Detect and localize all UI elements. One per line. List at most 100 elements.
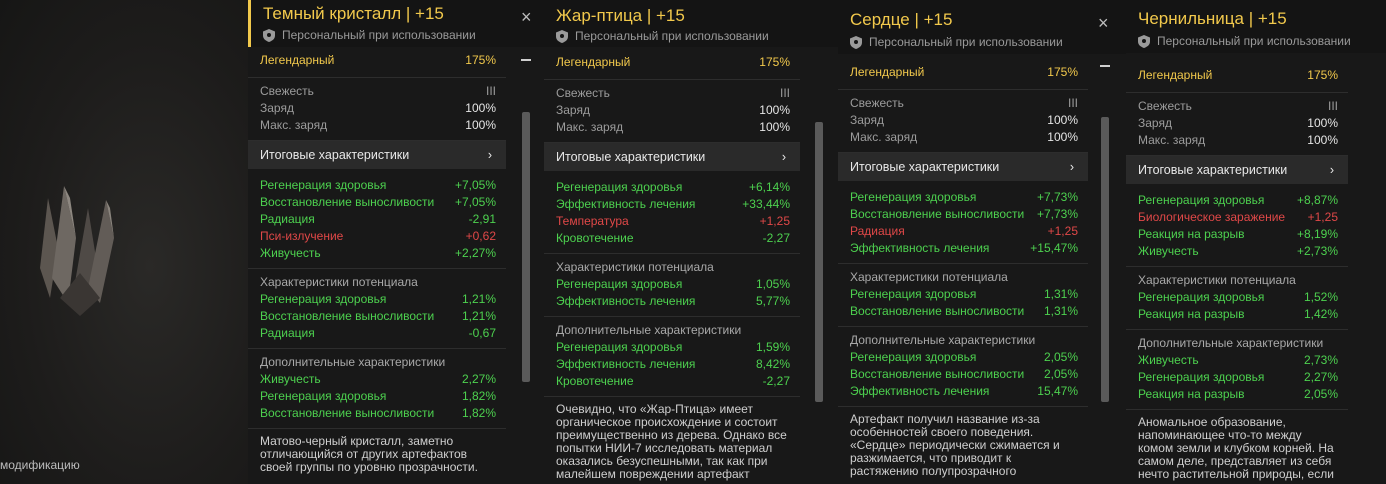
extra-stat-label: Регенерация здоровья	[260, 389, 387, 403]
collapse-dash-icon[interactable]	[1100, 65, 1110, 67]
extra-stats-section: Дополнительные характеристики Регенерация…	[838, 326, 1088, 406]
charge-label: Заряд	[556, 103, 590, 117]
final-stat-row: Регенерация здоровья +7,73%	[838, 189, 1088, 206]
extra-stat-value: 2,05%	[1043, 367, 1078, 381]
charge-value: 100%	[759, 103, 790, 117]
artifact-title: Темный кристалл | +15	[263, 4, 444, 23]
chevron-right-icon: ›	[781, 150, 786, 164]
max-charge-label: Макс. заряд	[1138, 133, 1206, 147]
freshness-row: Свежесть III	[544, 85, 800, 102]
final-stat-label: Регенерация здоровья	[850, 190, 977, 204]
final-stat-label: Регенерация здоровья	[1138, 193, 1265, 207]
final-stats-title: Итоговые характеристики	[1138, 163, 1288, 177]
final-stat-value: +6,14%	[748, 180, 790, 194]
scrollbar-thumb[interactable]	[1101, 117, 1109, 402]
scrollbar-thumb[interactable]	[815, 122, 823, 402]
chevron-right-icon: ›	[1329, 163, 1334, 177]
extra-stat-row: Кровотечение -2,27	[544, 373, 800, 390]
extra-stats-section: Дополнительные характеристики Живучесть 2,…	[1126, 329, 1348, 409]
final-stat-row: Восстановление выносливости +7,05%	[248, 194, 506, 211]
final-stats-section: Регенерация здоровья +7,05% Восстановление…	[248, 169, 506, 268]
extra-stats-section: Дополнительные характеристики Живучесть 2,…	[248, 348, 506, 428]
potential-stat-label: Эффективность лечения	[556, 294, 696, 308]
potential-stat-row: Эффективность лечения 5,77%	[544, 293, 800, 310]
final-stat-label: Регенерация здоровья	[556, 180, 683, 194]
rarity-value: 175%	[1307, 68, 1338, 82]
extra-stat-label: Восстановление выносливости	[850, 367, 1025, 381]
artifact-tooltip: Сердце | +15 × Персональный при использова…	[838, 0, 1126, 484]
final-stat-value: +7,05%	[454, 195, 496, 209]
item-preview-area: модификацию	[0, 0, 250, 484]
extra-stats-title: Дополнительные характеристики	[556, 323, 742, 337]
final-stats-section: Регенерация здоровья +6,14% Эффективность …	[544, 171, 800, 253]
charge-label: Заряд	[850, 113, 884, 127]
final-stat-value: -2,91	[468, 212, 496, 226]
max-charge-row: Макс. заряд 100%	[1126, 132, 1348, 149]
freshness-value: III	[1067, 96, 1078, 110]
final-stats-header[interactable]: Итоговые характеристики ›	[838, 152, 1088, 181]
extra-stat-label: Эффективность лечения	[850, 384, 990, 398]
final-stats-header[interactable]: Итоговые характеристики ›	[544, 142, 800, 171]
rarity-value: 175%	[1047, 65, 1078, 79]
close-button[interactable]: ×	[1098, 13, 1109, 33]
final-stat-row: Восстановление выносливости +7,73%	[838, 206, 1088, 223]
potential-stat-value: 1,21%	[461, 309, 496, 323]
final-stats-header[interactable]: Итоговые характеристики ›	[1126, 155, 1348, 184]
final-stat-label: Радиация	[850, 224, 905, 238]
final-stat-value: +0,62	[465, 229, 496, 243]
tooltip-body: Легендарный 175% Свежесть III Заряд 100% Макс.…	[544, 53, 800, 484]
artifact-tooltip: Жар-птица | +15 Персональный при использо…	[544, 0, 838, 484]
close-button[interactable]: ×	[521, 7, 532, 27]
extra-stat-row: Эффективность лечения 15,47%	[838, 383, 1088, 400]
final-stat-value: +1,25	[1307, 210, 1338, 224]
final-stats-header[interactable]: Итоговые характеристики ›	[248, 140, 506, 169]
final-stat-value: +1,25	[1047, 224, 1078, 238]
tooltip-body: Легендарный 175% Свежесть III Заряд 100% Макс.…	[1126, 66, 1348, 484]
extra-stat-value: 2,73%	[1303, 353, 1338, 367]
charge-row: Заряд 100%	[838, 112, 1088, 129]
shield-icon	[556, 29, 568, 43]
final-stat-value: +8,19%	[1296, 227, 1338, 241]
final-stat-label: Пси-излучение	[260, 229, 344, 243]
scrollbar-thumb[interactable]	[522, 112, 530, 382]
extra-stat-label: Живучесть	[1138, 353, 1199, 367]
extra-stat-value: 8,42%	[755, 357, 790, 371]
final-stat-row: Радиация +1,25	[838, 223, 1088, 240]
artifact-description: Очевидно, что «Жар-Птица» имеет органиче…	[544, 396, 800, 484]
final-stat-value: +1,25	[759, 214, 790, 228]
final-stats-section: Регенерация здоровья +8,87% Биологическое …	[1126, 184, 1348, 266]
max-charge-label: Макс. заряд	[556, 120, 624, 134]
final-stat-row: Регенерация здоровья +8,87%	[1126, 192, 1348, 209]
final-stat-label: Эффективность лечения	[556, 197, 696, 211]
artifact-description: Аномальное образование, напоминающее что…	[1126, 409, 1348, 484]
max-charge-value: 100%	[1047, 130, 1078, 144]
potential-stats-section: Характеристики потенциала Регенерация здо…	[248, 268, 506, 348]
final-stats-section: Регенерация здоровья +7,73% Восстановление…	[838, 181, 1088, 263]
final-stat-label: Реакция на разрыв	[1138, 227, 1245, 241]
binding-subtitle: Персональный при использовании	[263, 28, 476, 42]
potential-stat-label: Регенерация здоровья	[1138, 290, 1265, 304]
final-stat-value: -2,27	[762, 231, 790, 245]
final-stats-title: Итоговые характеристики	[260, 148, 410, 162]
final-stat-row: Эффективность лечения +15,47%	[838, 240, 1088, 257]
potential-stat-row: Реакция на разрыв 1,42%	[1126, 306, 1348, 323]
extra-stat-row: Регенерация здоровья 1,59%	[544, 339, 800, 356]
rarity-value: 175%	[465, 53, 496, 67]
charge-value: 100%	[1307, 116, 1338, 130]
collapse-dash-icon[interactable]	[521, 59, 531, 61]
freshness-row: Свежесть III	[838, 95, 1088, 112]
artifact-title: Жар-птица | +15	[556, 6, 685, 25]
potential-stats-title: Характеристики потенциала	[1138, 273, 1296, 287]
freshness-label: Свежесть	[850, 96, 904, 110]
potential-stats-section: Характеристики потенциала Регенерация здо…	[544, 253, 800, 316]
extra-stat-row: Регенерация здоровья 1,82%	[248, 388, 506, 405]
extra-stat-value: 1,59%	[755, 340, 790, 354]
freshness-row: Свежесть III	[248, 83, 506, 100]
charge-label: Заряд	[260, 101, 294, 115]
final-stat-row: Радиация -2,91	[248, 211, 506, 228]
extra-stat-label: Реакция на разрыв	[1138, 387, 1245, 401]
status-section: Свежесть III Заряд 100% Макс. заряд 100%	[1126, 92, 1348, 155]
binding-subtitle-text: Персональный при использовании	[869, 35, 1063, 49]
final-stat-value: +7,73%	[1036, 207, 1078, 221]
extra-stat-row: Эффективность лечения 8,42%	[544, 356, 800, 373]
